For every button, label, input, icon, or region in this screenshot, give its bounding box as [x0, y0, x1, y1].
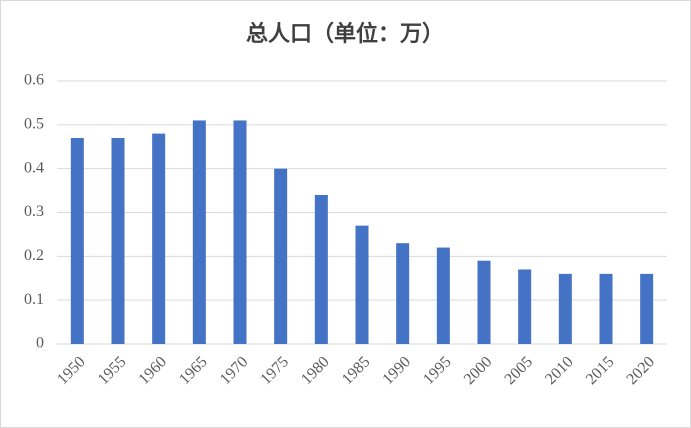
y-tick-label: 0 — [36, 335, 44, 352]
bar — [436, 247, 450, 344]
bar — [355, 225, 369, 344]
bar — [477, 260, 491, 344]
bar — [314, 194, 328, 344]
y-tick-label: 0.3 — [24, 203, 44, 220]
bar — [518, 269, 532, 344]
y-tick-label: 0.5 — [24, 116, 44, 133]
bar — [599, 273, 613, 344]
bar — [558, 273, 572, 344]
y-tick-label: 0.6 — [24, 72, 44, 89]
chart-title: 总人口（单位：万） — [246, 21, 444, 46]
bar — [640, 273, 654, 344]
bar — [152, 133, 166, 344]
bar — [192, 120, 206, 344]
bar — [396, 243, 410, 344]
bar — [111, 137, 125, 344]
y-tick-label: 0.4 — [24, 159, 44, 176]
y-tick-label: 0.1 — [24, 291, 44, 308]
bar — [274, 168, 288, 344]
bar — [70, 137, 84, 344]
bar — [233, 120, 247, 344]
y-tick-label: 0.2 — [24, 247, 44, 264]
